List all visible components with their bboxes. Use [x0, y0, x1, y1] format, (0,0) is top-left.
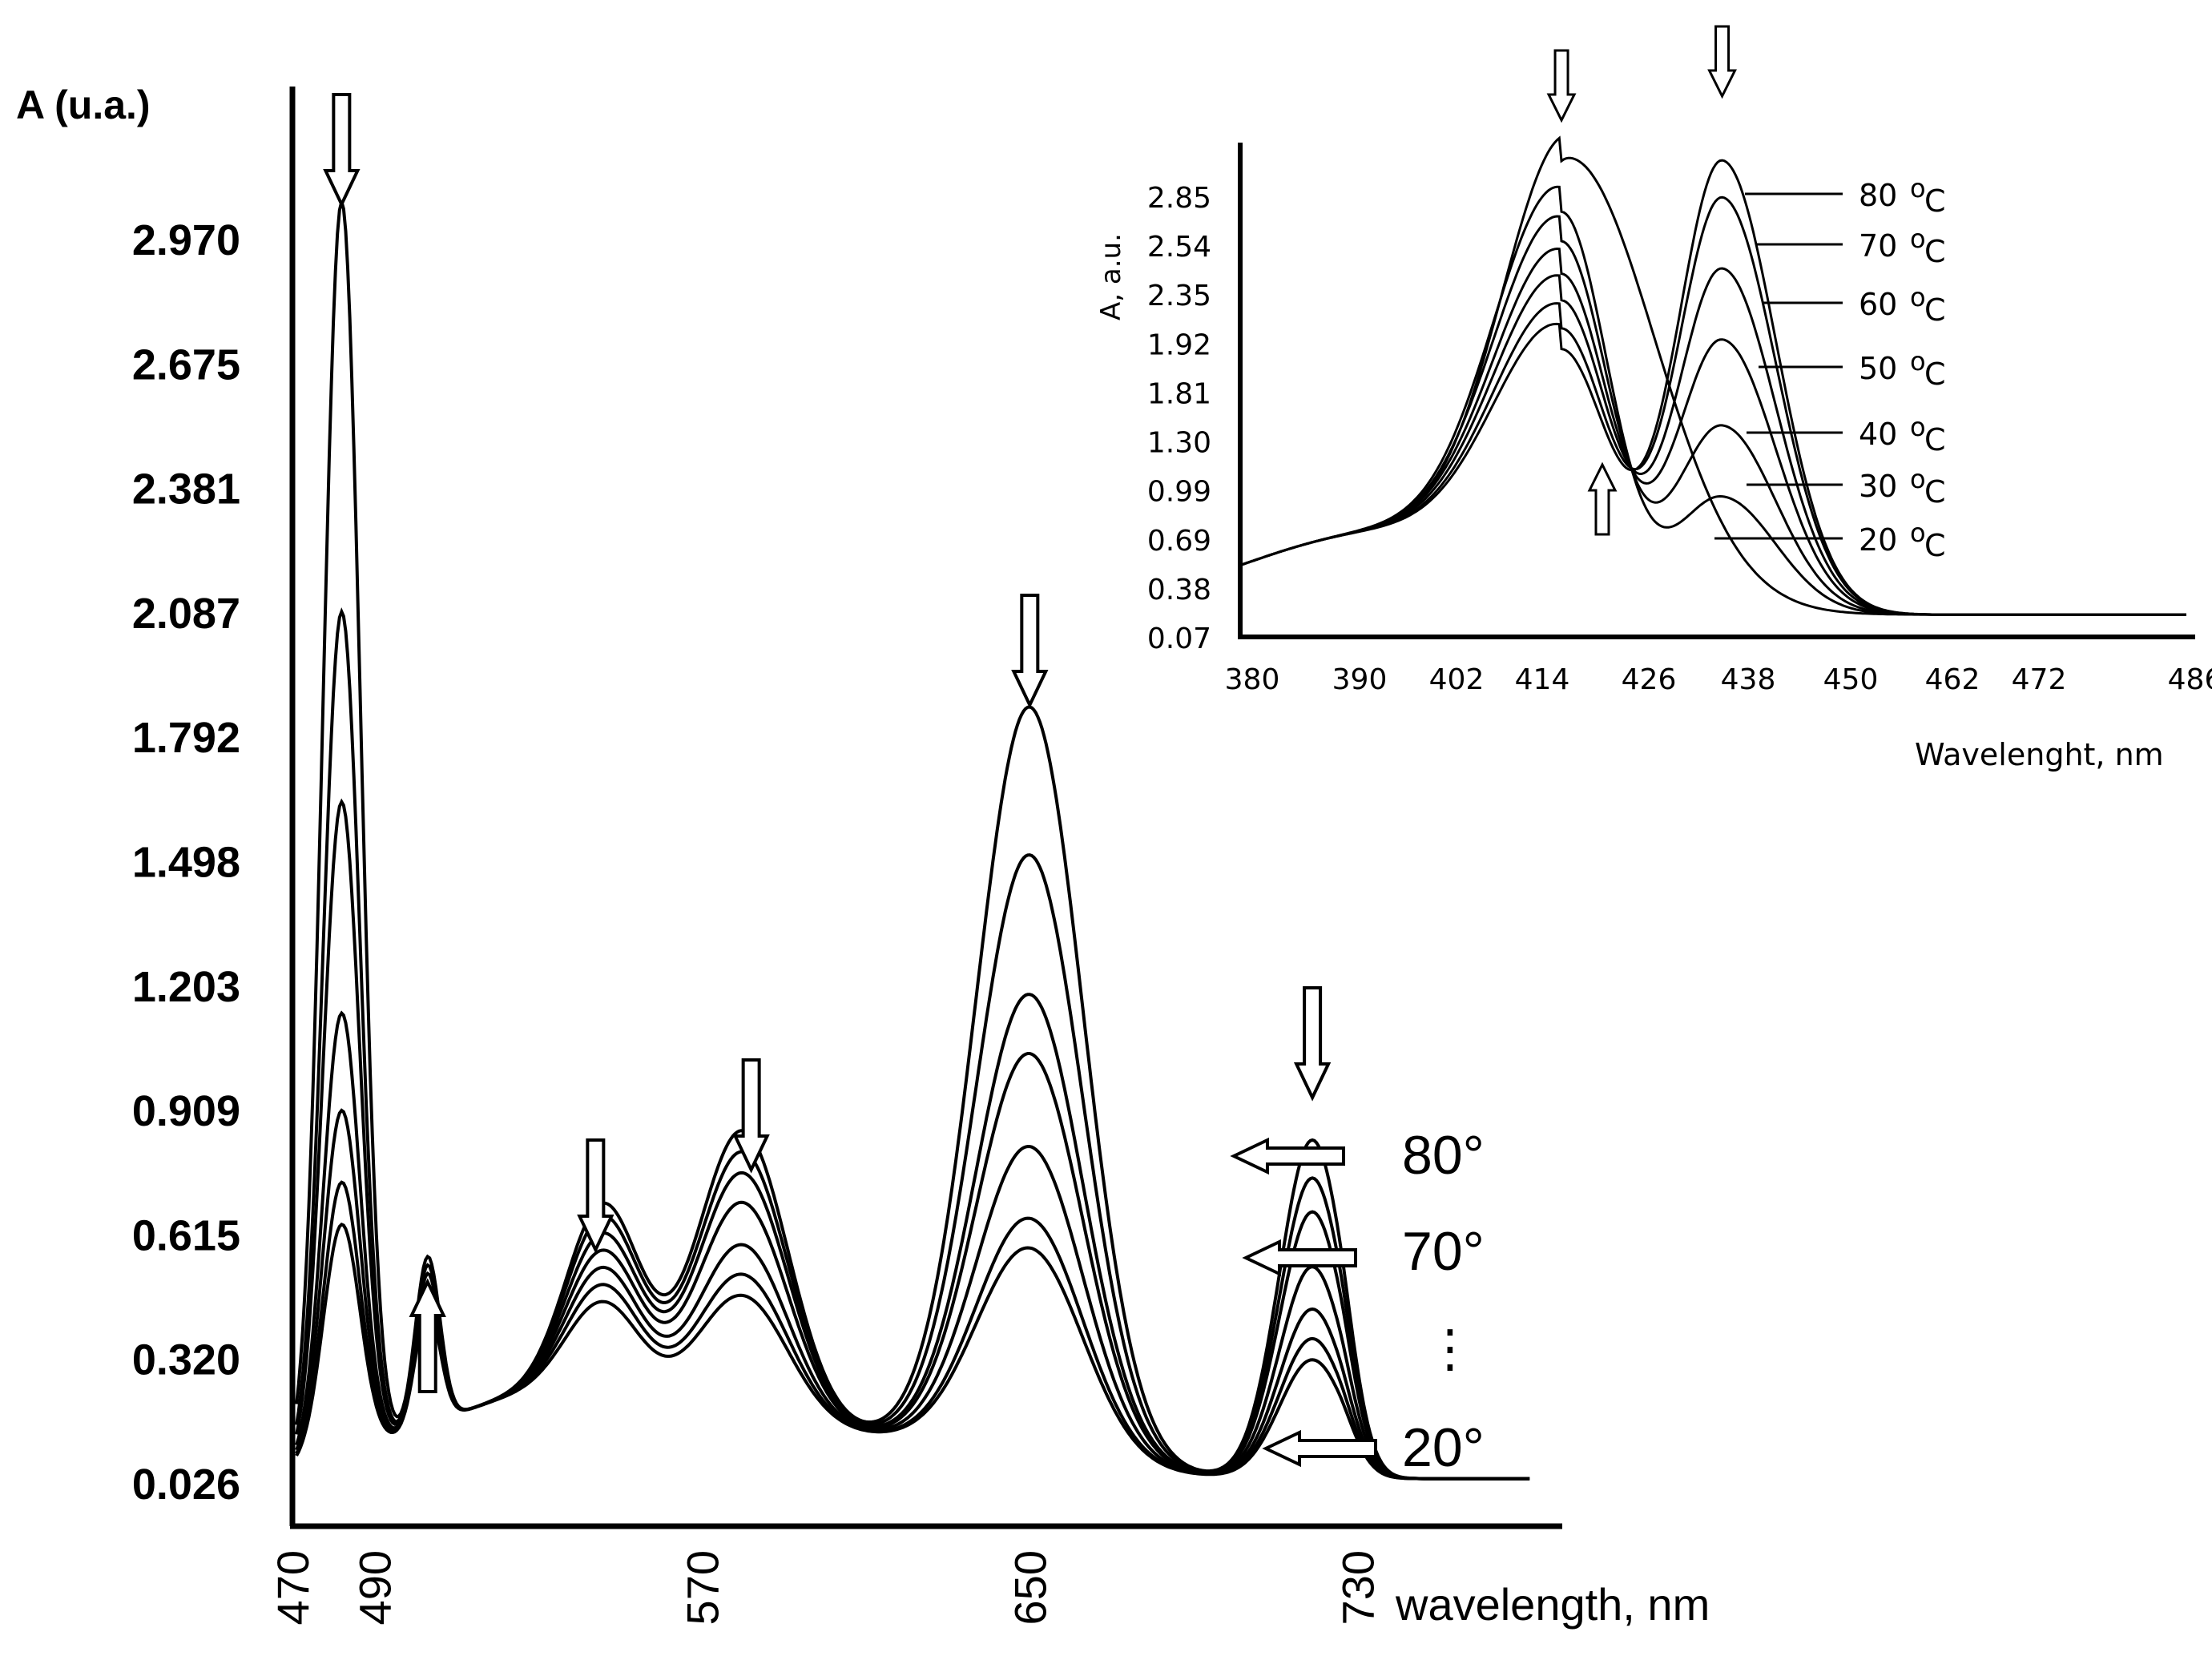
inset-series-line	[1239, 195, 2186, 616]
main-arrows	[323, 93, 1332, 1393]
inset-legend-unit: o	[1910, 412, 1926, 442]
inset-y-tick-label: 0.99	[1147, 476, 1211, 509]
inset-legend-label: 30	[1859, 469, 1897, 504]
inset-legend-unit-letter: C	[1924, 357, 1946, 392]
inset-x-tick-label: 380	[1225, 663, 1280, 696]
inset-legend-label: 20	[1859, 522, 1897, 558]
inset-legend-label: 60	[1859, 287, 1897, 322]
main-y-tick-label: 0.615	[132, 1211, 240, 1259]
inset-legend-label: 70	[1859, 228, 1897, 264]
inset-y-tick-label: 1.30	[1147, 427, 1211, 460]
main-legend-label: 20°	[1402, 1417, 1485, 1478]
main-y-tick-label: 1.498	[132, 839, 240, 887]
main-curves	[295, 195, 1530, 1481]
main-x-axis-label: wavelength, nm	[1395, 1579, 1710, 1630]
inset-legend-unit: o	[1910, 224, 1926, 254]
inset-series-line	[1239, 135, 2186, 616]
main-y-tick-label: 0.909	[132, 1087, 240, 1135]
inset-y-tick-label: 0.38	[1147, 574, 1211, 606]
inset-x-axis-label: Wavelenght, nm	[1915, 737, 2164, 772]
inset-legend-label: 80	[1859, 178, 1897, 213]
inset-y-tick-label: 1.92	[1147, 328, 1211, 361]
down-arrow-icon	[1293, 986, 1332, 1102]
inset-y-tick-labels: 2.85 2.54 2.35 1.92 1.81 1.30 0.99 0.69 0.38 0.07	[1147, 182, 1211, 655]
down-arrow-icon	[323, 93, 361, 208]
main-y-tick-label: 0.320	[132, 1336, 240, 1384]
inset-legend-unit-letter: C	[1924, 422, 1946, 457]
inset-x-tick-labels: 380 390 402 414 426 438 450 462 472 486	[1225, 663, 2212, 696]
inset-legend-unit: o	[1910, 173, 1926, 203]
main-series-line	[295, 1180, 1530, 1481]
inset-x-tick-label: 426	[1622, 663, 1677, 696]
main-y-axis-label: A (u.a.)	[16, 83, 151, 127]
main-y-tick-label: 2.675	[132, 340, 240, 389]
inset-legend-label: 50	[1859, 351, 1897, 386]
inset-arrows	[1546, 25, 1737, 536]
main-x-tick-label: 650	[1005, 1550, 1055, 1625]
inset-y-tick-label: 2.35	[1147, 280, 1211, 312]
main-y-tick-label: 2.381	[132, 465, 240, 514]
main-x-tick-label: 730	[1332, 1550, 1383, 1625]
inset-series-line	[1239, 267, 2186, 616]
inset-x-tick-label: 438	[1721, 663, 1776, 696]
inset-legend-unit-letter: C	[1924, 234, 1946, 269]
main-x-tick-label: 470	[268, 1550, 318, 1625]
main-chart: 2.970 2.675 2.381 2.087 1.792 1.498 1.203 0.909…	[16, 83, 1710, 1630]
inset-x-tick-label: 462	[1925, 663, 1980, 696]
inset-x-tick-label: 414	[1515, 663, 1570, 696]
inset-x-tick-label: 390	[1332, 663, 1388, 696]
main-y-tick-label: 1.792	[132, 714, 240, 762]
inset-y-tick-label: 0.07	[1147, 622, 1211, 655]
left-arrow-icon	[1242, 1239, 1357, 1277]
main-x-tick-label: 570	[677, 1550, 727, 1625]
inset-legend-unit: o	[1910, 282, 1926, 312]
down-arrow-icon	[1546, 49, 1577, 123]
inset-legend-label: 40	[1859, 417, 1897, 452]
inset-x-tick-label: 450	[1823, 663, 1879, 696]
main-legend: 80° 70° 20° ⋮	[1230, 1125, 1485, 1478]
main-y-tick-label: 2.087	[132, 590, 240, 638]
inset-y-axis-label: A, a.u.	[1095, 233, 1127, 320]
inset-series-line	[1239, 247, 2186, 616]
inset-y-tick-label: 2.54	[1147, 231, 1211, 264]
inset-legend-unit-letter: C	[1924, 183, 1946, 219]
inset-legend-unit-letter: C	[1924, 474, 1946, 510]
main-x-tick-labels: 470 490 570 650 730	[268, 1550, 1383, 1625]
inset-legend-unit-letter: C	[1924, 292, 1946, 328]
inset-y-tick-label: 0.69	[1147, 525, 1211, 558]
down-arrow-icon	[1011, 594, 1049, 709]
left-arrow-icon	[1262, 1429, 1377, 1468]
main-y-tick-labels: 2.970 2.675 2.381 2.087 1.792 1.498 1.203 0.909…	[132, 216, 240, 1509]
main-legend-label: 80°	[1402, 1125, 1485, 1186]
down-arrow-icon	[732, 1058, 770, 1174]
inset-curves	[1239, 135, 2186, 616]
main-legend-ellipsis: ⋮	[1424, 1320, 1476, 1377]
inset-series-line	[1239, 185, 2186, 616]
inset-x-tick-label: 486	[2168, 663, 2212, 696]
inset-series-line	[1239, 159, 2186, 616]
inset-x-tick-label: 402	[1429, 663, 1485, 696]
main-legend-label: 70°	[1402, 1221, 1485, 1282]
inset-x-tick-label: 472	[2012, 663, 2067, 696]
up-arrow-icon	[1587, 461, 1618, 536]
inset-legend-unit: o	[1910, 346, 1926, 377]
down-arrow-icon	[577, 1138, 614, 1254]
main-y-tick-label: 1.203	[132, 963, 240, 1011]
up-arrow-icon	[409, 1278, 446, 1393]
inset-chart: 2.85 2.54 2.35 1.92 1.81 1.30 0.99 0.69 0.38 0.07…	[1095, 25, 2212, 772]
inset-legend-unit: o	[1910, 518, 1926, 548]
main-x-tick-label: 490	[349, 1550, 400, 1625]
left-arrow-icon	[1230, 1137, 1345, 1175]
down-arrow-icon	[1707, 25, 1737, 99]
main-y-tick-label: 2.970	[132, 216, 240, 264]
main-y-tick-label: 0.026	[132, 1461, 240, 1509]
inset-y-tick-label: 2.85	[1147, 182, 1211, 215]
inset-legend-unit-letter: C	[1924, 528, 1946, 563]
inset-y-tick-label: 1.81	[1147, 377, 1211, 410]
inset-legend-unit: o	[1910, 464, 1926, 494]
